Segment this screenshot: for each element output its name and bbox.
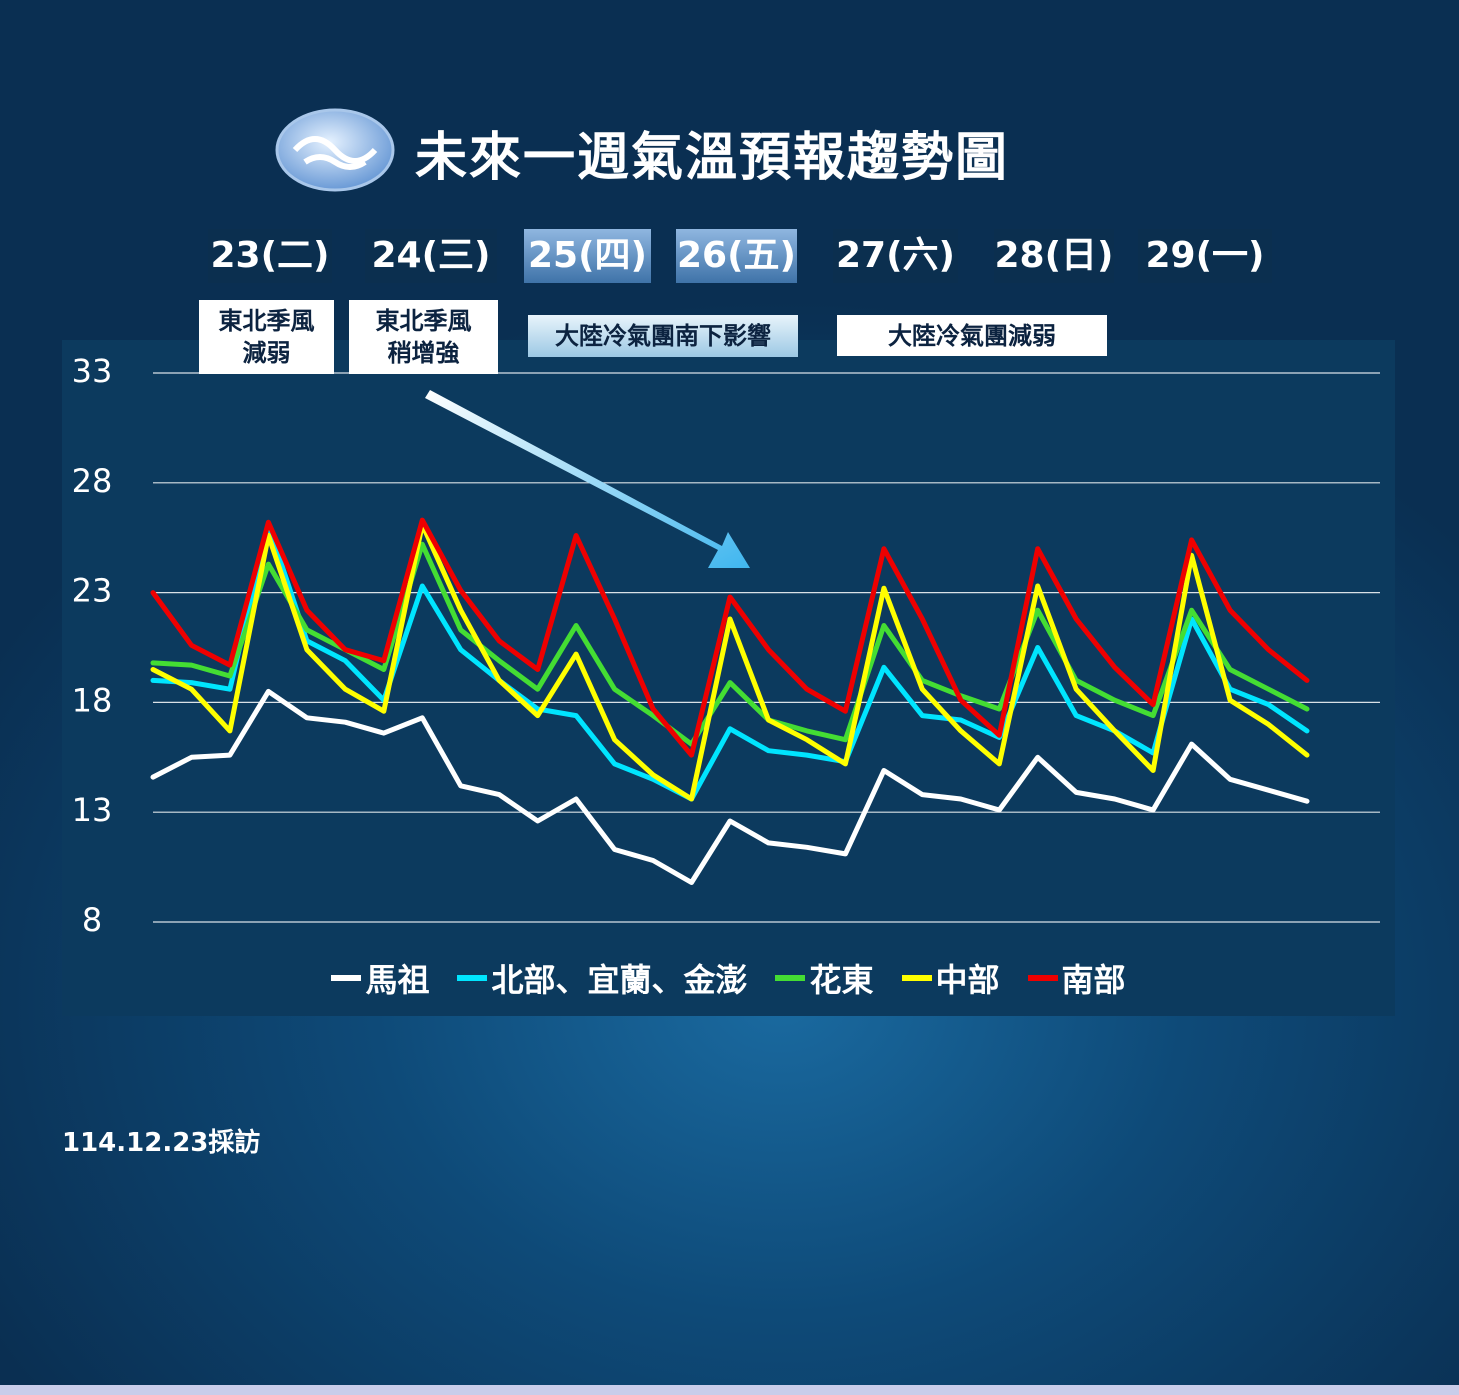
legend-label: 馬祖	[365, 961, 430, 999]
legend-label: 花東	[809, 961, 874, 999]
y-tick-label: 8	[82, 901, 102, 939]
legend-label: 北部、宜蘭、金澎	[491, 961, 748, 999]
legend: 馬祖 北部、宜蘭、金澎 花東 中部 南部	[62, 955, 1395, 1001]
annotation: 東北季風 稍增強	[349, 300, 498, 374]
legend-swatch	[457, 975, 488, 981]
legend-swatch	[775, 975, 806, 981]
chart-title: 未來一週氣溫預報趨勢圖	[415, 128, 1010, 188]
legend-swatch	[901, 975, 932, 981]
y-tick-label: 28	[72, 462, 113, 500]
day-label: 23(二)	[208, 229, 332, 283]
annotation: 東北季風 減弱	[199, 300, 334, 374]
series-line	[150, 541, 1310, 747]
bottom-strip	[0, 1385, 1459, 1395]
legend-item: 馬祖	[331, 955, 429, 1001]
trend-arrow	[425, 390, 750, 568]
day-label: 28(日)	[994, 229, 1114, 283]
day-label: 29(一)	[1138, 229, 1272, 283]
series-line	[150, 517, 1310, 758]
series-line	[150, 688, 1310, 885]
legend-label: 中部	[935, 961, 1000, 999]
legend-swatch	[1027, 975, 1058, 981]
series-line	[150, 522, 1310, 802]
y-tick-label: 33	[72, 352, 113, 390]
y-tick-label: 13	[72, 791, 113, 829]
logo-mark	[292, 136, 378, 170]
day-label: 27(六)	[833, 229, 958, 283]
y-tick-label: 23	[72, 572, 113, 610]
legend-item: 南部	[1027, 955, 1126, 1001]
legend-item: 中部	[901, 955, 1000, 1001]
legend-item: 北部、宜蘭、金澎	[457, 955, 747, 1001]
annotation: 大陸冷氣團南下影響	[528, 315, 798, 357]
legend-swatch	[331, 975, 362, 981]
day-label: 25(四)	[524, 229, 651, 283]
day-label: 24(三)	[365, 229, 497, 283]
annotation: 大陸冷氣團減弱	[837, 315, 1107, 356]
y-tick-label: 18	[72, 681, 113, 719]
legend-item: 花東	[775, 955, 874, 1001]
note: 114.12.23採訪	[62, 1128, 261, 1158]
day-label: 26(五)	[676, 229, 797, 283]
legend-label: 南部	[1061, 961, 1126, 999]
